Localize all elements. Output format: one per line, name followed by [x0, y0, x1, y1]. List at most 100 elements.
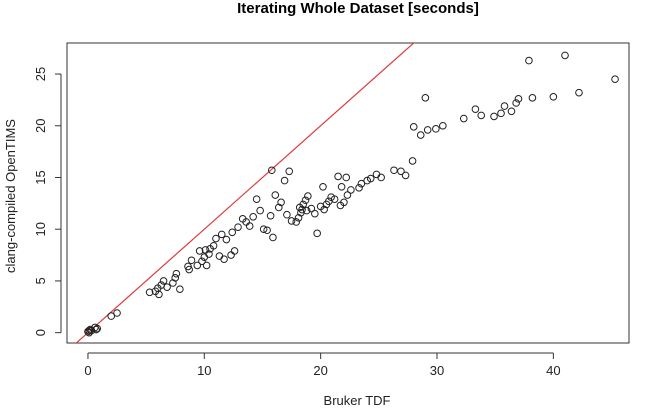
data-point [145, 288, 154, 297]
x-tick-label: 30 [430, 363, 444, 378]
data-point [263, 226, 271, 235]
data-point [512, 99, 520, 107]
data-point [340, 198, 348, 207]
data-point [266, 211, 275, 220]
data-point [459, 114, 468, 123]
y-tick-label: 0 [33, 329, 48, 336]
data-point [269, 233, 277, 242]
data-point [287, 217, 296, 225]
data-point [172, 269, 181, 278]
data-point [302, 206, 311, 215]
data-point [187, 256, 196, 265]
data-point [155, 290, 163, 299]
data-point [292, 218, 301, 226]
y-tick-label: 20 [33, 119, 48, 133]
data-point [319, 182, 327, 191]
data-point [107, 312, 116, 320]
data-points [84, 51, 619, 337]
data-point [245, 222, 254, 230]
data-point [477, 111, 486, 120]
data-point [497, 109, 505, 118]
data-point [416, 131, 425, 139]
data-point [397, 167, 405, 176]
data-point [193, 261, 202, 270]
data-point [342, 173, 351, 182]
data-point [500, 102, 509, 110]
data-point [256, 206, 264, 215]
y-tick-label: 10 [33, 222, 48, 236]
data-point [575, 88, 583, 97]
data-point [366, 174, 375, 183]
x-tick-label: 10 [197, 363, 211, 378]
data-point [307, 204, 316, 213]
data-point [113, 309, 121, 317]
data-point [283, 210, 291, 219]
data-point [285, 167, 294, 176]
data-point [490, 112, 498, 121]
data-point [343, 191, 352, 199]
data-point [163, 283, 171, 291]
data-point [277, 198, 285, 207]
data-point [249, 212, 257, 221]
x-tick-label: 40 [546, 363, 560, 378]
x-tick-label: 20 [313, 363, 327, 378]
data-point [205, 250, 213, 258]
data-point [432, 125, 440, 133]
y-axis-label: clang-compiled OpenTIMS [3, 119, 18, 273]
data-point [334, 172, 342, 181]
data-point [549, 92, 558, 101]
data-point [439, 121, 447, 130]
data-point [220, 255, 228, 264]
data-point [357, 179, 366, 188]
data-point [372, 170, 381, 179]
data-point [171, 274, 180, 282]
data-point [176, 285, 184, 294]
data-point [93, 324, 102, 333]
data-point [347, 186, 355, 194]
data-point [390, 166, 398, 175]
data-point [222, 235, 231, 244]
data-point [507, 107, 516, 116]
data-point [217, 230, 226, 239]
data-point [212, 234, 220, 243]
data-point [313, 229, 321, 238]
data-point [271, 191, 280, 199]
data-point [611, 75, 619, 84]
data-point [185, 265, 193, 274]
data-point [355, 184, 363, 192]
data-point [337, 182, 346, 191]
data-point [299, 200, 308, 209]
data-point [528, 94, 537, 102]
data-point [215, 252, 224, 260]
data-point [267, 166, 276, 175]
y-axis: 0 5 10 15 20 25 [33, 67, 62, 336]
data-point [259, 225, 268, 234]
data-point [195, 247, 204, 255]
data-point [280, 176, 289, 185]
data-point [234, 223, 242, 231]
data-point [84, 327, 92, 336]
data-point [471, 105, 480, 114]
data-point [561, 51, 569, 60]
y-tick-label: 5 [33, 277, 48, 284]
x-axis: 0 10 20 30 40 [84, 352, 561, 378]
data-point [198, 257, 206, 266]
reference-line-y-equals-x [75, 43, 415, 343]
y-tick-label: 25 [33, 67, 48, 81]
data-point [159, 277, 168, 285]
data-point [209, 241, 218, 250]
x-axis-label: Bruker TDF [324, 393, 391, 408]
data-point [421, 94, 430, 102]
data-point [85, 326, 93, 335]
data-point [514, 95, 523, 103]
data-point [311, 209, 319, 218]
data-point [92, 325, 100, 334]
data-point [230, 247, 239, 255]
chart-title: Iterating Whole Dataset [seconds] [237, 0, 479, 17]
data-point [202, 261, 211, 270]
data-point [228, 228, 237, 237]
data-point [301, 196, 310, 205]
data-point [423, 126, 432, 134]
data-point [408, 157, 417, 165]
